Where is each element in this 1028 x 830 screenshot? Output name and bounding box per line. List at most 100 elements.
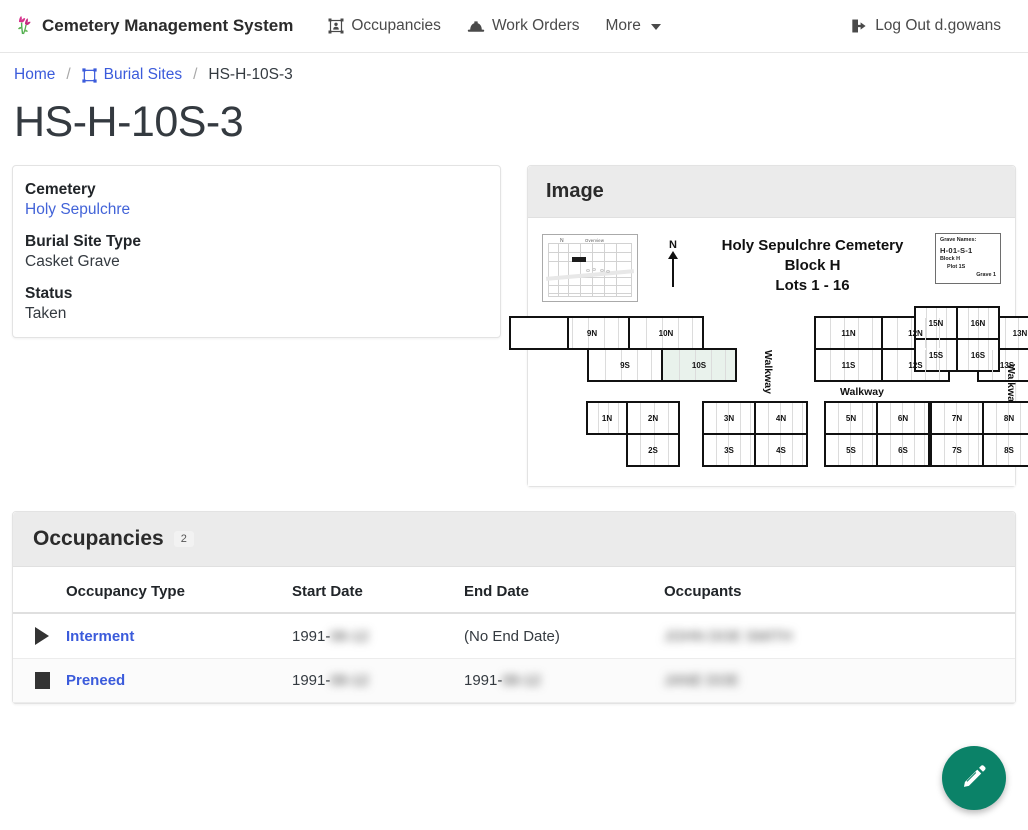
breadcrumb-separator-2: / <box>193 66 198 83</box>
details-column: Cemetery Holy Sepulchre Burial Site Type… <box>12 165 501 339</box>
plot-cell-11S[interactable]: 11S <box>814 348 883 383</box>
brand-logo-link[interactable]: Cemetery Management System <box>14 13 293 39</box>
occupancy-type-link-interment[interactable]: Interment <box>66 627 135 645</box>
nav-item-work-orders[interactable]: Work Orders <box>454 0 593 53</box>
plot-cell-11N[interactable]: 11N <box>814 316 883 351</box>
legend-code: H-01-S-1 <box>940 246 973 256</box>
edit-fab-button[interactable] <box>942 746 1006 810</box>
plot-cell-8N[interactable]: 8N <box>982 401 1028 436</box>
image-card: Image N Overview <box>509 165 1028 488</box>
legend-plot: Plot 1S <box>947 264 966 271</box>
plot-label-11N: 11N <box>841 328 856 338</box>
plot-label-5N: 5N <box>845 413 857 423</box>
legend-grave: Grave 1 <box>976 271 996 278</box>
plot-cell-7S[interactable]: 7S <box>930 433 984 468</box>
plot-cell-2S[interactable]: 2S <box>626 433 680 468</box>
plot-label-10S: 10S <box>691 360 707 370</box>
plot-cell-3N[interactable]: 3N <box>702 401 756 436</box>
plot-cell-5S[interactable]: 5S <box>824 433 878 468</box>
plot-diagram[interactable]: 9N 10N 9S 10S <box>509 312 1028 472</box>
vector-square-icon <box>82 67 97 83</box>
cemetery-map[interactable]: N Overview <box>509 218 1028 487</box>
plot-label-11S: 11S <box>841 360 856 370</box>
logout-link[interactable]: Log Out d.gowans <box>838 0 1014 53</box>
map-title-block: Holy Sepulchre Cemetery Block H Lots 1 -… <box>690 228 935 295</box>
plot-label-2N: 2N <box>647 413 659 423</box>
occupancy-type-link-preneed[interactable]: Preneed <box>66 672 126 690</box>
breadcrumb-burial-sites[interactable]: Burial Sites <box>82 66 182 84</box>
occupants-redacted: JOHN DOE SMITH <box>664 627 793 645</box>
end-date-redacted: 06-12 <box>502 672 541 690</box>
image-card-header: Image <box>528 166 1015 219</box>
plot-label-12N: 12N <box>908 328 923 338</box>
occupancies-count-badge: 2 <box>173 531 194 548</box>
plot-label-6S: 6S <box>898 445 908 455</box>
start-date-redacted: 06-12 <box>330 627 369 645</box>
occupancies-table-head: Occupancy Type Start Date End Date Occup… <box>13 567 1015 615</box>
map-title-line-2: Block H <box>784 257 841 275</box>
column-header-icon <box>13 567 58 615</box>
legend-heading: Grave Names: <box>940 237 977 244</box>
plot-cell-13N[interactable] <box>509 316 569 351</box>
occupancies-title: Occupancies <box>33 527 164 551</box>
logout-label: Log Out d.gowans <box>875 17 1001 34</box>
breadcrumb-separator-1: / <box>66 66 71 83</box>
plot-cell-10S-selected[interactable]: 10S <box>661 348 737 383</box>
plot-cell-16S[interactable]: 16S <box>956 338 1000 373</box>
plot-label-4N: 4N <box>775 413 787 423</box>
grave-names-legend: Grave Names: H-01-S-1 Block H Plot 1S Gr… <box>935 233 1001 284</box>
cell-end-date: 1991-06-12 <box>456 658 656 704</box>
cell-start-date: 1991-06-12 <box>284 658 456 704</box>
column-header-occupancy-type[interactable]: Occupancy Type <box>58 567 284 615</box>
field-label-burial-site-type: Burial Site Type <box>25 233 141 251</box>
main-content-row: Cemetery Holy Sepulchre Burial Site Type… <box>0 147 1028 488</box>
plot-cell-7N[interactable]: 7N <box>930 401 984 436</box>
plot-cell-9S[interactable]: 9S <box>587 348 663 383</box>
row-status-icon-cell <box>13 658 58 704</box>
plot-cell-16N[interactable]: 16N <box>956 306 1000 341</box>
plot-label-5S: 5S <box>846 445 856 455</box>
cell-occupants: JOHN DOE SMITH <box>656 613 1015 660</box>
plot-label-2S: 2S <box>648 445 658 455</box>
column-header-occupants[interactable]: Occupants <box>656 567 1015 615</box>
cell-start-date: 1991-06-12 <box>284 613 456 660</box>
column-header-start-date[interactable]: Start Date <box>284 567 456 615</box>
occupancies-header-row: Occupancy Type Start Date End Date Occup… <box>13 567 1015 615</box>
plot-cell-2N[interactable]: 2N <box>626 401 680 436</box>
plot-cell-1N[interactable]: 1N <box>586 401 628 436</box>
breadcrumb-home[interactable]: Home <box>14 66 55 84</box>
field-value-status: Taken <box>25 305 67 323</box>
map-title-line-1: Holy Sepulchre Cemetery <box>721 237 904 255</box>
table-row[interactable]: Interment 1991-06-12 (No End Date) JOHN … <box>13 613 1015 660</box>
plot-cell-5N[interactable]: 5N <box>824 401 878 436</box>
chevron-down-icon <box>650 24 661 30</box>
field-label-cemetery: Cemetery <box>25 181 96 199</box>
plot-cell-6S[interactable]: 6S <box>876 433 930 468</box>
breadcrumb-current: HS-H-10S-3 <box>208 66 293 83</box>
table-row[interactable]: Preneed 1991-06-12 1991-06-12 JANE DOE <box>13 658 1015 704</box>
nav-item-occupancies[interactable]: Occupancies <box>315 0 454 53</box>
plot-label-1N: 1N <box>601 413 613 423</box>
plot-cell-3S[interactable]: 3S <box>702 433 756 468</box>
plot-cell-8S[interactable]: 8S <box>982 433 1028 468</box>
plot-cell-4N[interactable]: 4N <box>754 401 808 436</box>
column-header-end-date[interactable]: End Date <box>456 567 656 615</box>
plot-cell-6N[interactable]: 6N <box>876 401 930 436</box>
map-title-line-3: Lots 1 - 16 <box>775 277 850 295</box>
nav-item-more[interactable]: More <box>593 0 674 53</box>
walkway-label-horizontal: Walkway <box>840 386 884 399</box>
plot-cell-15N[interactable]: 15N <box>914 306 958 341</box>
plot-label-7N: 7N <box>951 413 963 423</box>
field-value-burial-site-type: Casket Grave <box>25 253 120 271</box>
compass-arrow-stem <box>671 259 675 288</box>
field-value-cemetery[interactable]: Holy Sepulchre <box>25 201 131 219</box>
breadcrumb-home-label: Home <box>14 66 56 83</box>
overview-thumbnail[interactable]: N Overview <box>542 234 638 303</box>
plot-cell-10N[interactable]: 10N <box>628 316 704 351</box>
nav-label-work-orders: Work Orders <box>491 17 580 34</box>
plot-label-12S: 12S <box>908 360 923 370</box>
plot-label-9S: 9S <box>620 360 630 370</box>
plot-cell-4S[interactable]: 4S <box>754 433 808 468</box>
plot-label-13N: 13N <box>1012 328 1028 338</box>
play-triangle-icon <box>35 627 49 646</box>
